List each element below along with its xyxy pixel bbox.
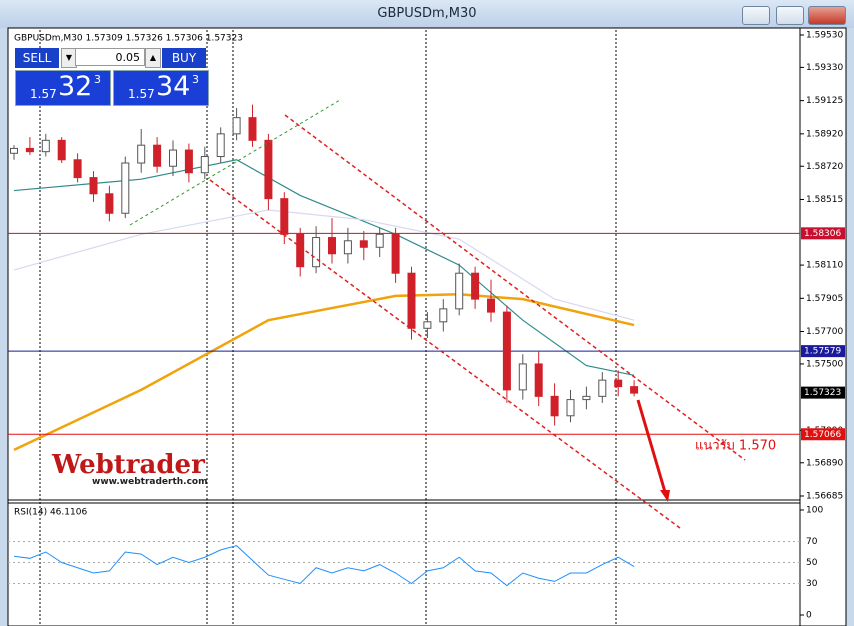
candle-body <box>73 159 82 179</box>
y-tick-label: 1.57500 <box>806 359 843 369</box>
maximize-button[interactable] <box>776 6 804 25</box>
candle-body <box>534 363 543 397</box>
y-tick-label: 1.59125 <box>806 96 843 106</box>
close-button[interactable] <box>808 6 846 25</box>
candle-body <box>89 177 98 195</box>
candle-body <box>184 149 193 174</box>
y-tick-label: 30 <box>806 579 818 589</box>
price-prefix: 1.57 <box>128 87 155 101</box>
candle-body <box>598 379 607 397</box>
window-title: GBPUSDm,M30 <box>377 6 477 21</box>
level-label-bg <box>801 428 845 441</box>
y-tick-label: 100 <box>806 506 823 516</box>
candle-body <box>10 147 18 154</box>
candle-body <box>343 240 352 255</box>
candle-body <box>455 272 464 310</box>
minimize-button[interactable] <box>742 6 770 25</box>
candle-body <box>566 399 575 417</box>
candle-body <box>328 237 336 255</box>
y-tick-label: 70 <box>806 537 818 547</box>
candle-body <box>439 308 448 323</box>
rsi-line <box>13 545 635 587</box>
candle-body <box>550 395 559 417</box>
candle-body <box>312 237 321 268</box>
candle-body <box>232 117 241 135</box>
candle-body <box>248 117 257 141</box>
y-tick-label: 1.59330 <box>806 63 843 73</box>
candle-body <box>200 156 209 174</box>
candle-body <box>582 395 591 401</box>
candle-body <box>471 272 480 300</box>
y-tick-label: 1.59530 <box>806 31 843 41</box>
y-tick-label: 1.58920 <box>806 129 843 139</box>
candle-body <box>518 363 527 391</box>
candle-body <box>121 162 130 214</box>
current-price-label: 1.57323 <box>804 388 841 398</box>
arrow-head <box>660 490 670 502</box>
lot-up[interactable]: ▲ <box>145 48 161 68</box>
candle-body <box>57 139 66 161</box>
y-tick-label: 0 <box>806 611 812 621</box>
channel <box>209 114 746 529</box>
buy-button[interactable]: BUY <box>162 48 206 68</box>
level-label-bg <box>801 227 845 240</box>
moving-average <box>13 209 635 321</box>
chart-header: GBPUSDm,M30 1.57309 1.57326 1.57306 1.57… <box>14 34 243 44</box>
candle-body <box>280 198 289 235</box>
level-label-bg <box>801 345 845 358</box>
y-tick-label: 1.56890 <box>806 458 843 468</box>
candle-body <box>105 193 114 214</box>
buy-price[interactable]: 1.57 34 3 <box>113 70 209 106</box>
level-label: 1.57579 <box>804 347 841 357</box>
logo-name: Webtrader <box>52 450 205 480</box>
price-fraction: 3 <box>192 73 199 86</box>
trade-panel: SELL ▼ 0.05 ▲ BUY 1.57 32 3 1.57 34 3 <box>15 48 209 106</box>
candle-body <box>630 386 639 394</box>
logo-url: www.webtraderth.com <box>92 477 208 487</box>
candle-body <box>41 139 50 153</box>
level-label: 1.58306 <box>804 229 841 239</box>
y-tick-label: 1.58720 <box>806 162 843 172</box>
price-pips: 34 <box>156 71 191 102</box>
candle-body <box>169 149 177 167</box>
y-tick-label: 1.57700 <box>806 327 843 337</box>
candle-body <box>614 379 623 388</box>
candle-body <box>137 144 146 164</box>
arrow <box>636 399 667 493</box>
candle-body <box>407 272 416 329</box>
moving-average <box>13 293 635 451</box>
y-tick-label: 1.58515 <box>806 195 843 205</box>
trend-line <box>129 99 341 226</box>
logo: Webtrader www.webtraderth.com <box>52 450 207 487</box>
candle-body <box>487 298 495 313</box>
candle-body <box>359 240 368 248</box>
price-fraction: 3 <box>94 73 101 86</box>
candle-body <box>216 133 225 158</box>
sell-button[interactable]: SELL <box>15 48 59 68</box>
candle-body <box>264 139 273 200</box>
price-pips: 32 <box>58 71 93 102</box>
y-tick-label: 1.57905 <box>806 294 843 304</box>
candle-body <box>502 311 511 391</box>
candle-body <box>25 147 34 153</box>
y-tick-label: 1.56685 <box>806 492 843 502</box>
lot-input[interactable]: 0.05 <box>75 48 145 66</box>
y-tick-label: 50 <box>806 558 818 568</box>
channel-upper <box>284 114 746 461</box>
candle-body <box>153 144 162 167</box>
candle-body <box>296 233 305 268</box>
annotation: แนวรับ 1.570 <box>695 439 776 454</box>
level-label: 1.57066 <box>804 430 841 440</box>
price-prefix: 1.57 <box>30 87 57 101</box>
candle-body <box>375 233 384 248</box>
candle-body <box>391 233 400 274</box>
current-price-bg <box>801 386 845 399</box>
candle-body <box>423 321 432 329</box>
title-bar: GBPUSDm,M30 <box>0 0 854 28</box>
rsi-title: RSI(14) 46.1106 <box>14 508 87 518</box>
sell-price[interactable]: 1.57 32 3 <box>15 70 111 106</box>
y-tick-label: 1.58110 <box>806 261 843 271</box>
